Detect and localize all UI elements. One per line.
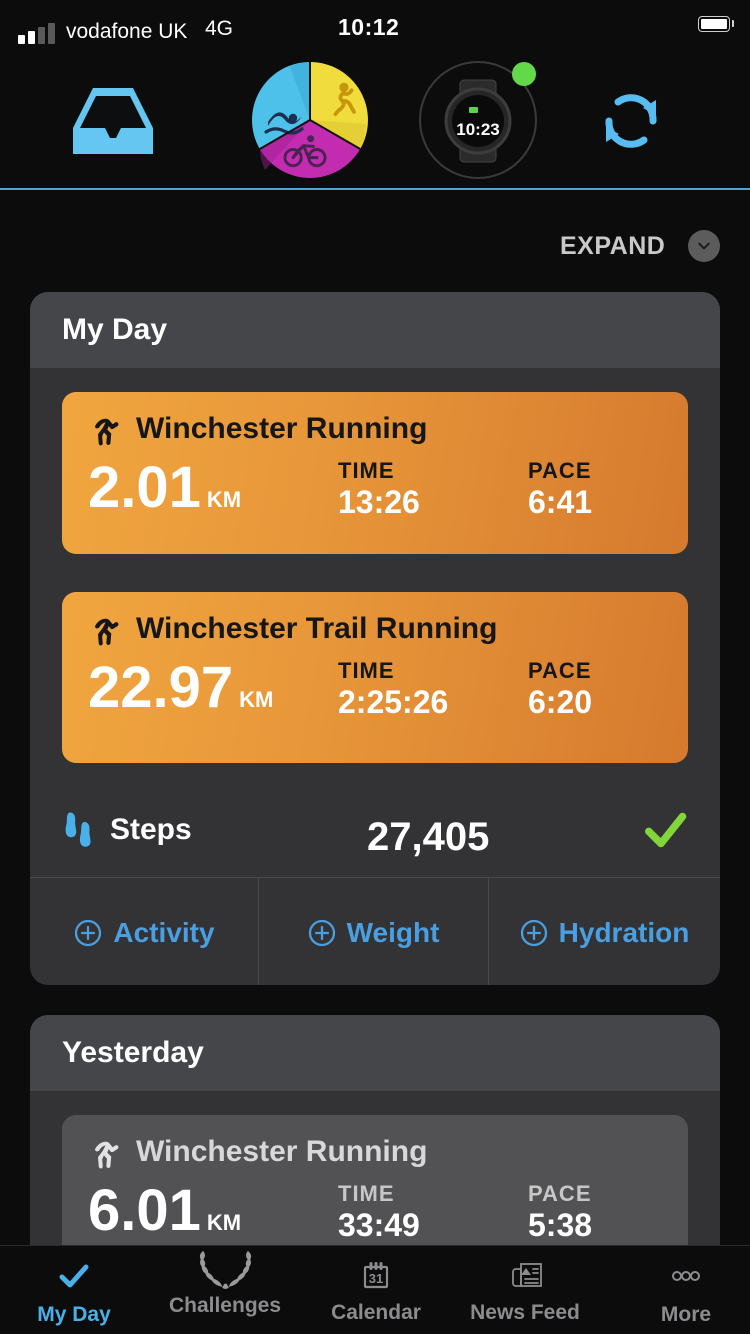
svg-text:31: 31 [369,1271,383,1286]
